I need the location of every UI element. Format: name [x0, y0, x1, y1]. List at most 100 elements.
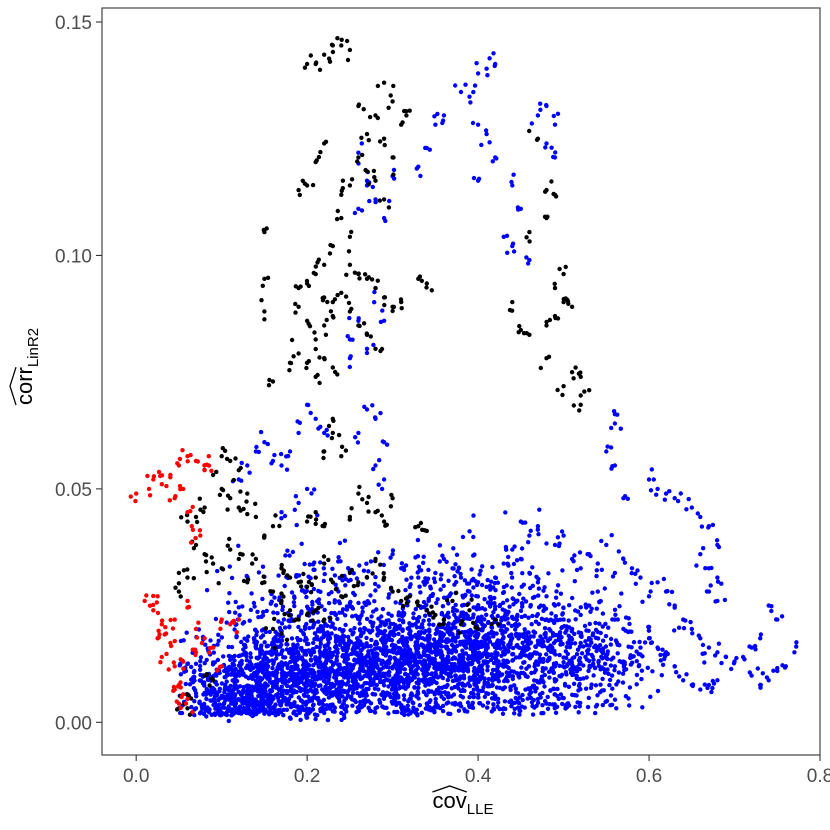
scatter-point-blue — [659, 673, 664, 678]
scatter-point-blue — [285, 548, 290, 553]
scatter-point-blue — [716, 544, 722, 550]
scatter-point-blue — [185, 661, 191, 666]
scatter-point-blue — [259, 695, 264, 700]
scatter-point-blue — [352, 644, 358, 649]
scatter-point-blue — [311, 702, 316, 708]
scatter-point-blue — [324, 703, 330, 708]
scatter-point-blue — [439, 644, 444, 649]
scatter-point-blue — [603, 652, 609, 658]
scatter-point-black — [573, 365, 578, 370]
scatter-point-blue — [635, 568, 640, 573]
scatter-point-blue — [509, 179, 514, 185]
scatter-point-blue — [709, 565, 714, 571]
scatter-point-blue — [453, 83, 458, 88]
scatter-point-blue — [337, 601, 342, 606]
scatter-point-blue — [298, 688, 303, 694]
scatter-point-blue — [612, 697, 618, 702]
scatter-point-blue — [216, 632, 221, 637]
scatter-point-blue — [485, 680, 490, 686]
scatter-point-blue — [276, 619, 281, 624]
scatter-point-black — [225, 493, 231, 498]
scatter-point-blue — [323, 706, 329, 712]
scatter-point-blue — [342, 634, 347, 639]
scatter-point-blue — [676, 625, 682, 630]
scatter-point-blue — [549, 611, 554, 616]
scatter-point-blue — [458, 575, 464, 580]
scatter-point-blue — [251, 636, 257, 641]
scatter-point-blue — [470, 700, 475, 705]
scatter-point-blue — [634, 672, 640, 678]
scatter-point-blue — [412, 685, 417, 690]
scatter-point-blue — [264, 608, 269, 614]
scatter-point-blue — [325, 630, 330, 635]
scatter-point-black — [331, 418, 336, 423]
scatter-point-blue — [535, 580, 541, 585]
scatter-point-blue — [441, 583, 446, 589]
scatter-point-blue — [417, 655, 422, 660]
scatter-point-blue — [401, 693, 407, 698]
scatter-point-blue — [469, 593, 474, 598]
scatter-point-blue — [352, 675, 358, 680]
scatter-point-blue — [291, 680, 297, 686]
scatter-point-blue — [496, 700, 501, 705]
scatter-point-blue — [247, 470, 252, 475]
scatter-point-blue — [351, 662, 356, 668]
scatter-point-blue — [769, 608, 774, 614]
scatter-point-blue — [627, 703, 632, 708]
scatter-point-blue — [346, 634, 351, 640]
scatter-point-blue — [474, 582, 480, 588]
scatter-point-blue — [611, 409, 617, 414]
scatter-point-blue — [240, 668, 245, 673]
scatter-point-blue — [481, 685, 486, 690]
scatter-point-blue — [600, 676, 605, 682]
scatter-point-blue — [433, 660, 438, 665]
scatter-point-blue — [282, 625, 288, 630]
scatter-point-blue — [476, 176, 482, 181]
scatter-point-blue — [646, 594, 652, 599]
scatter-point-blue — [204, 714, 209, 719]
scatter-point-blue — [316, 683, 321, 689]
scatter-point-blue — [260, 670, 265, 675]
scatter-point-blue — [593, 635, 599, 640]
scatter-point-blue — [446, 693, 451, 698]
scatter-point-blue — [544, 652, 549, 657]
scatter-point-blue — [371, 466, 376, 472]
scatter-point-blue — [316, 588, 321, 594]
scatter-point-blue — [243, 665, 249, 671]
scatter-point-black — [429, 604, 434, 609]
scatter-point-blue — [542, 684, 547, 689]
scatter-point-blue — [578, 676, 583, 682]
scatter-point-blue — [504, 648, 510, 653]
scatter-point-red — [207, 650, 212, 655]
scatter-point-blue — [370, 184, 375, 190]
scatter-point-blue — [244, 691, 249, 697]
scatter-point-blue — [609, 702, 615, 707]
scatter-point-blue — [236, 605, 241, 610]
scatter-point-blue — [627, 685, 633, 690]
scatter-point-black — [391, 304, 397, 310]
scatter-point-blue — [241, 695, 246, 701]
scatter-point-blue — [615, 651, 620, 656]
scatter-point-blue — [437, 543, 443, 548]
scatter-point-blue — [386, 648, 391, 653]
scatter-point-blue — [519, 601, 525, 606]
scatter-point-blue — [319, 672, 324, 678]
scatter-point-black — [361, 107, 366, 112]
scatter-point-blue — [540, 666, 545, 671]
scatter-point-blue — [753, 647, 758, 652]
scatter-point-blue — [574, 665, 580, 670]
scatter-point-black — [372, 175, 377, 180]
scatter-point-black — [268, 589, 273, 594]
scatter-point-blue — [510, 645, 516, 651]
scatter-point-blue — [457, 653, 462, 658]
scatter-point-blue — [637, 639, 642, 645]
scatter-point-blue — [551, 640, 557, 646]
scatter-point-blue — [501, 561, 506, 566]
scatter-point-black — [563, 264, 568, 270]
scatter-point-blue — [469, 645, 475, 650]
scatter-point-blue — [352, 626, 357, 631]
scatter-point-red — [146, 486, 152, 492]
scatter-point-blue — [283, 662, 289, 667]
scatter-point-blue — [686, 496, 691, 502]
scatter-point-blue — [560, 568, 565, 573]
